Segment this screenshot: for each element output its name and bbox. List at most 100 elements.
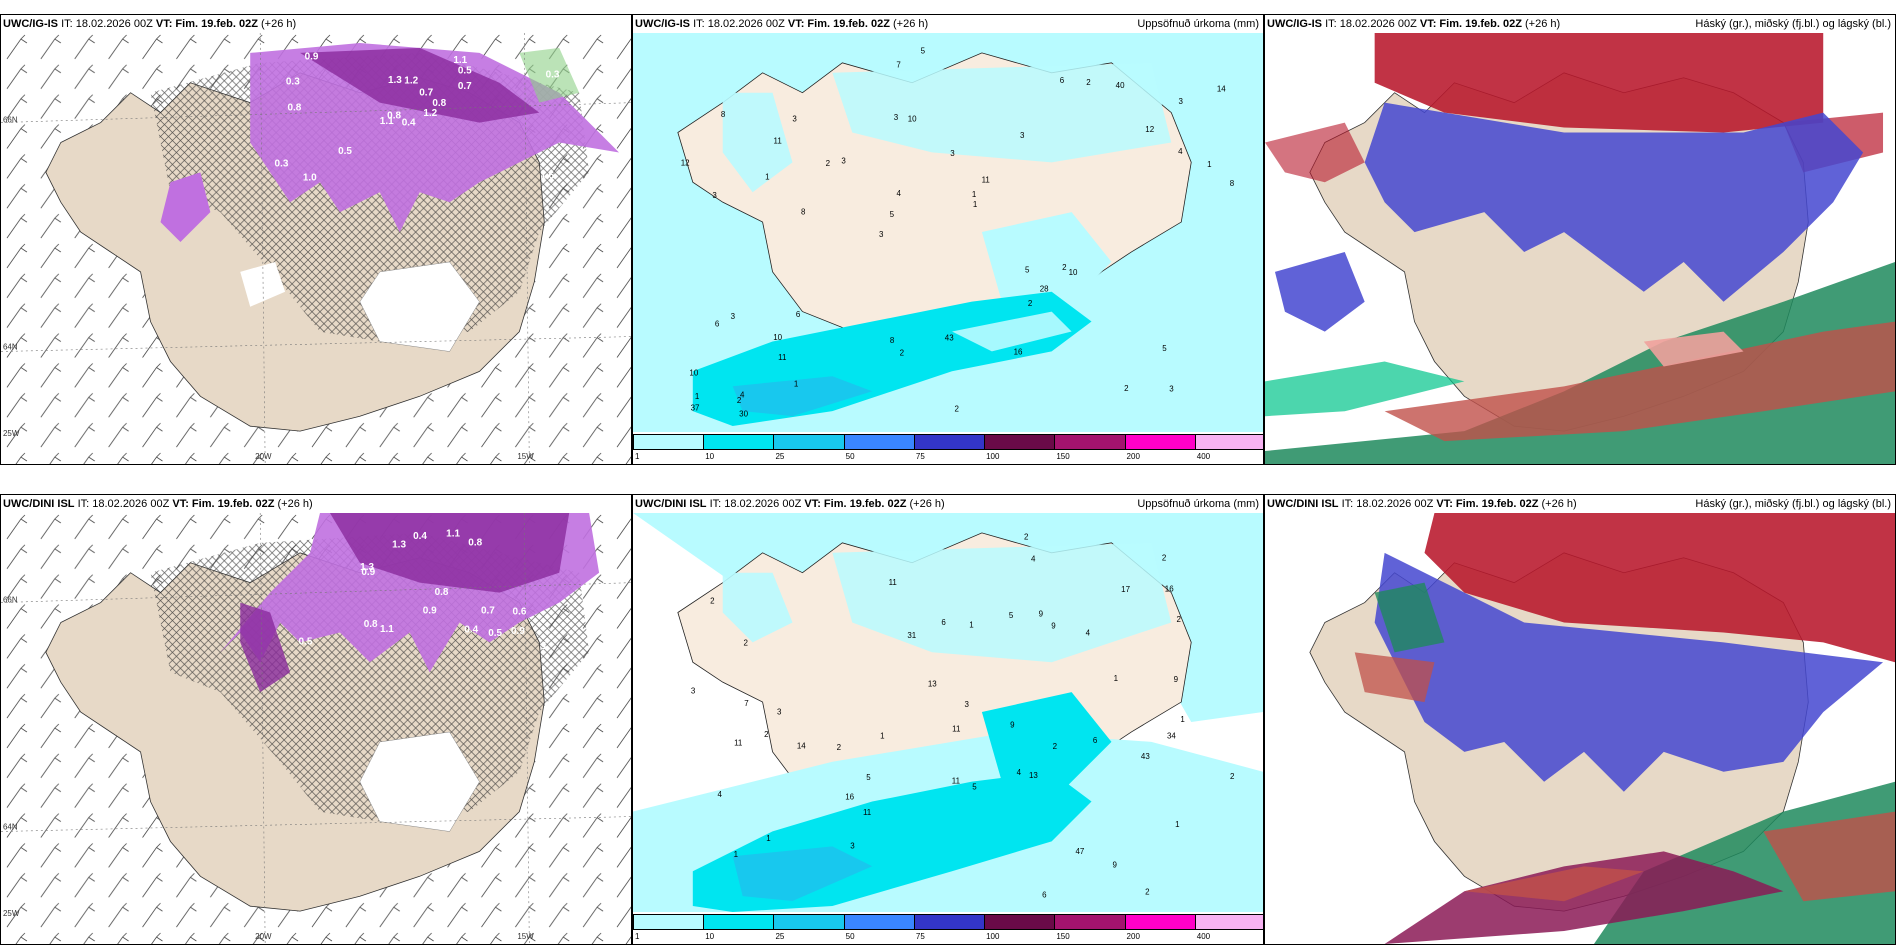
init-time: IT: 18.02.2026 00Z [709, 498, 802, 510]
value-label: 4 [897, 189, 902, 198]
value-label: 2 [1177, 615, 1182, 624]
snow-map: 66N 64N 25W 20W 15W 0.5 0.6 0.8 0.9 1.3 1.1 0.… [1, 513, 631, 944]
init-time: IT: 18.02.2026 00Z [1325, 18, 1417, 30]
cloud-map-svg [1265, 33, 1895, 464]
value-label: 0.5 [488, 628, 502, 639]
map-panel-precip-top: UWC/IG-IS IT: 18.02.2026 00Z VT: Fim. 19… [632, 14, 1264, 465]
value-label: 11 [952, 724, 961, 733]
value-label: 14 [1217, 84, 1226, 93]
value-label: 5 [890, 210, 895, 219]
panel-header: UWC/IG-IS IT: 18.02.2026 00Z VT: Fim. 19… [1, 15, 631, 33]
value-label: 3 [879, 230, 884, 239]
colorbar-tick-label: 10 [705, 452, 715, 461]
value-label: 0.9 [423, 605, 437, 616]
value-label: 11 [889, 578, 898, 587]
value-label: 8 [801, 207, 806, 216]
value-label: 0.8 [468, 538, 482, 549]
value-label: 2 [1028, 299, 1033, 308]
colorbar-swatch [703, 914, 775, 930]
lead-time: (+26 h) [1541, 498, 1577, 510]
valid-time: VT: Fim. 19.feb. 02Z [804, 498, 907, 510]
value-label: 11 [778, 353, 787, 362]
colorbar-swatch [1194, 914, 1263, 930]
value-label: 2 [954, 405, 959, 414]
map-panel-clouds-bottom: UWC/DINI ISL IT: 18.02.2026 00Z VT: Fim.… [1264, 494, 1896, 945]
value-label: 0.3 [286, 76, 300, 87]
colorbar-swatch [633, 914, 705, 930]
value-label: 16 [1165, 585, 1174, 594]
cloud-map [1265, 33, 1895, 464]
value-label: 2 [1053, 742, 1058, 751]
value-label: 3 [965, 700, 970, 709]
colorbar-tick-label: 10 [705, 932, 715, 941]
lead-time: (+26 h) [893, 18, 929, 30]
value-label: 1 [542, 641, 548, 652]
model-name: UWC/DINI ISL [1267, 498, 1339, 510]
cloud-map-svg [1265, 513, 1895, 944]
axis-lat-64: 64N [3, 823, 18, 832]
axis-lat-66: 66N [3, 116, 18, 125]
snow-map-svg: 66N 64N 25W 20W 15W 0.50.60.80.91.31.10.… [1, 513, 631, 944]
colorbar-tick-label: 1 [635, 452, 640, 461]
panel-title: Háský (gr.), miðský (fj.bl.) og lágský (… [1695, 498, 1891, 510]
colorbar-tick-label: 400 [1196, 932, 1211, 941]
snow-map-svg: 66N 64N 25W 20W 15W 0.40.30.80.30.80.51.… [1, 33, 631, 464]
value-label: 10 [1069, 268, 1078, 277]
value-label: 4 [1031, 554, 1036, 563]
colorbar-tick-label: 150 [1056, 932, 1070, 941]
high-cloud-red [1374, 33, 1824, 133]
value-label: 1.1 [380, 116, 394, 127]
glacier-white [359, 731, 480, 832]
value-label: 11 [982, 175, 991, 184]
value-label: 0.6 [513, 607, 527, 618]
value-label: 0.7 [458, 81, 472, 92]
value-label: 1.2 [423, 108, 437, 119]
model-name: UWC/DINI ISL [3, 498, 75, 510]
high-cloud-red [1424, 513, 1895, 663]
value-label: 28 [1040, 284, 1049, 293]
value-label: 4 [740, 390, 745, 399]
precip-map-svg: 3333343333101110111087854584366252221211… [633, 33, 1263, 432]
value-label: 0.9 [361, 567, 375, 578]
panel-header: UWC/DINI ISL IT: 18.02.2026 00Z VT: Fim.… [633, 495, 1263, 513]
value-label: 4 [1086, 628, 1091, 637]
value-label: 1.1 [446, 528, 460, 539]
value-label: 30 [739, 409, 748, 418]
axis-lon-20: 20W [255, 452, 272, 461]
value-label: 9 [1039, 610, 1044, 619]
value-label: 17 [1121, 585, 1130, 594]
value-label: 9 [1051, 621, 1056, 630]
snow-field-purple [250, 42, 620, 233]
value-label: 43 [945, 333, 954, 342]
value-label: 6 [1060, 76, 1065, 85]
valid-time: VT: Fim. 19.feb. 02Z [1419, 18, 1522, 30]
value-label: 7 [896, 61, 901, 70]
value-label: 1 [794, 380, 799, 389]
colorbar-swatch [1124, 434, 1196, 450]
value-label: 16 [1014, 348, 1023, 357]
value-label: 6 [796, 310, 801, 319]
value-label: 2 [900, 349, 905, 358]
value-label: 1 [695, 392, 700, 401]
lead-time: (+26 h) [909, 498, 945, 510]
value-label: 9 [1174, 675, 1179, 684]
colorbar-tick-label: 100 [986, 932, 1000, 941]
value-label: 6 [1042, 890, 1047, 899]
valid-time: VT: Fim. 19.feb. 02Z [155, 18, 258, 30]
value-label: 12 [1145, 125, 1154, 134]
axis-lon-25: 25W [3, 429, 20, 438]
value-label: 14 [797, 741, 806, 750]
value-label: 0.9 [511, 626, 525, 637]
value-label: 1 [1180, 715, 1185, 724]
model-name: UWC/IG-IS [635, 18, 690, 30]
value-label: 11 [774, 136, 783, 145]
value-label: 2 [744, 639, 749, 648]
precip-map: 3 3 3 3 3 4 3 3 3 3 10 11 10 11 10 8 7 8 5 4 5 8 4 3 6 6 2 5 2 2 2 1 2 1 1… [633, 33, 1263, 432]
value-label: 1 [969, 621, 974, 630]
panel-header: UWC/DINI ISL IT: 18.02.2026 00Z VT: Fim.… [1265, 495, 1895, 513]
colorbar-swatch [913, 914, 986, 930]
value-label: 1.1 [453, 55, 467, 66]
value-label: 5 [1025, 266, 1030, 275]
value-label: 2 [1124, 384, 1129, 393]
